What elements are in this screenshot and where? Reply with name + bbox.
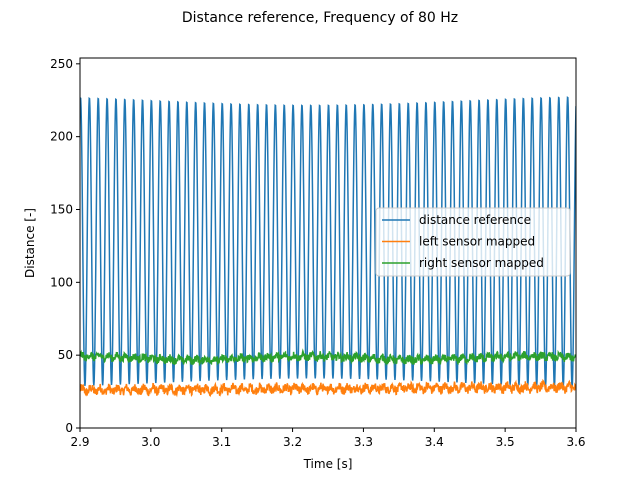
plot-frame (79, 57, 577, 429)
x-axis: 2.9 3.0 3.1 3.2 3.3 3.4 3.5 3.6 (70, 428, 586, 449)
x-tick-label: 3.2 (283, 435, 302, 449)
legend: distance reference left sensor mapped righ… (375, 207, 571, 277)
x-tick-label: 3.6 (566, 435, 585, 449)
legend-box (375, 207, 571, 277)
legend-label: right sensor mapped (419, 256, 544, 270)
x-tick-label: 3.0 (141, 435, 160, 449)
y-tick-label: 50 (58, 348, 73, 362)
series-line-right-sensor (80, 348, 576, 367)
legend-label: left sensor mapped (419, 235, 535, 249)
x-tick-label: 3.3 (354, 435, 373, 449)
y-tick-label: 250 (50, 57, 73, 71)
y-axis: 0 50 100 150 200 250 (50, 57, 80, 435)
y-tick-label: 0 (65, 421, 73, 435)
chart-title: Distance reference, Frequency of 80 Hz (182, 10, 458, 26)
y-axis-label: Distance [-] (23, 208, 37, 278)
x-axis-label: Time [s] (303, 457, 353, 471)
y-tick-label: 150 (50, 202, 73, 216)
x-tick-label: 2.9 (70, 435, 89, 449)
legend-label: distance reference (419, 213, 531, 227)
x-tick-label: 3.4 (425, 435, 444, 449)
series-line-left-sensor (80, 378, 576, 398)
plot-series (80, 96, 576, 398)
y-tick-label: 100 (50, 275, 73, 289)
x-tick-label: 3.1 (212, 435, 231, 449)
y-tick-label: 200 (50, 130, 73, 144)
series-line-distance-reference (80, 96, 576, 387)
x-tick-label: 3.5 (496, 435, 515, 449)
